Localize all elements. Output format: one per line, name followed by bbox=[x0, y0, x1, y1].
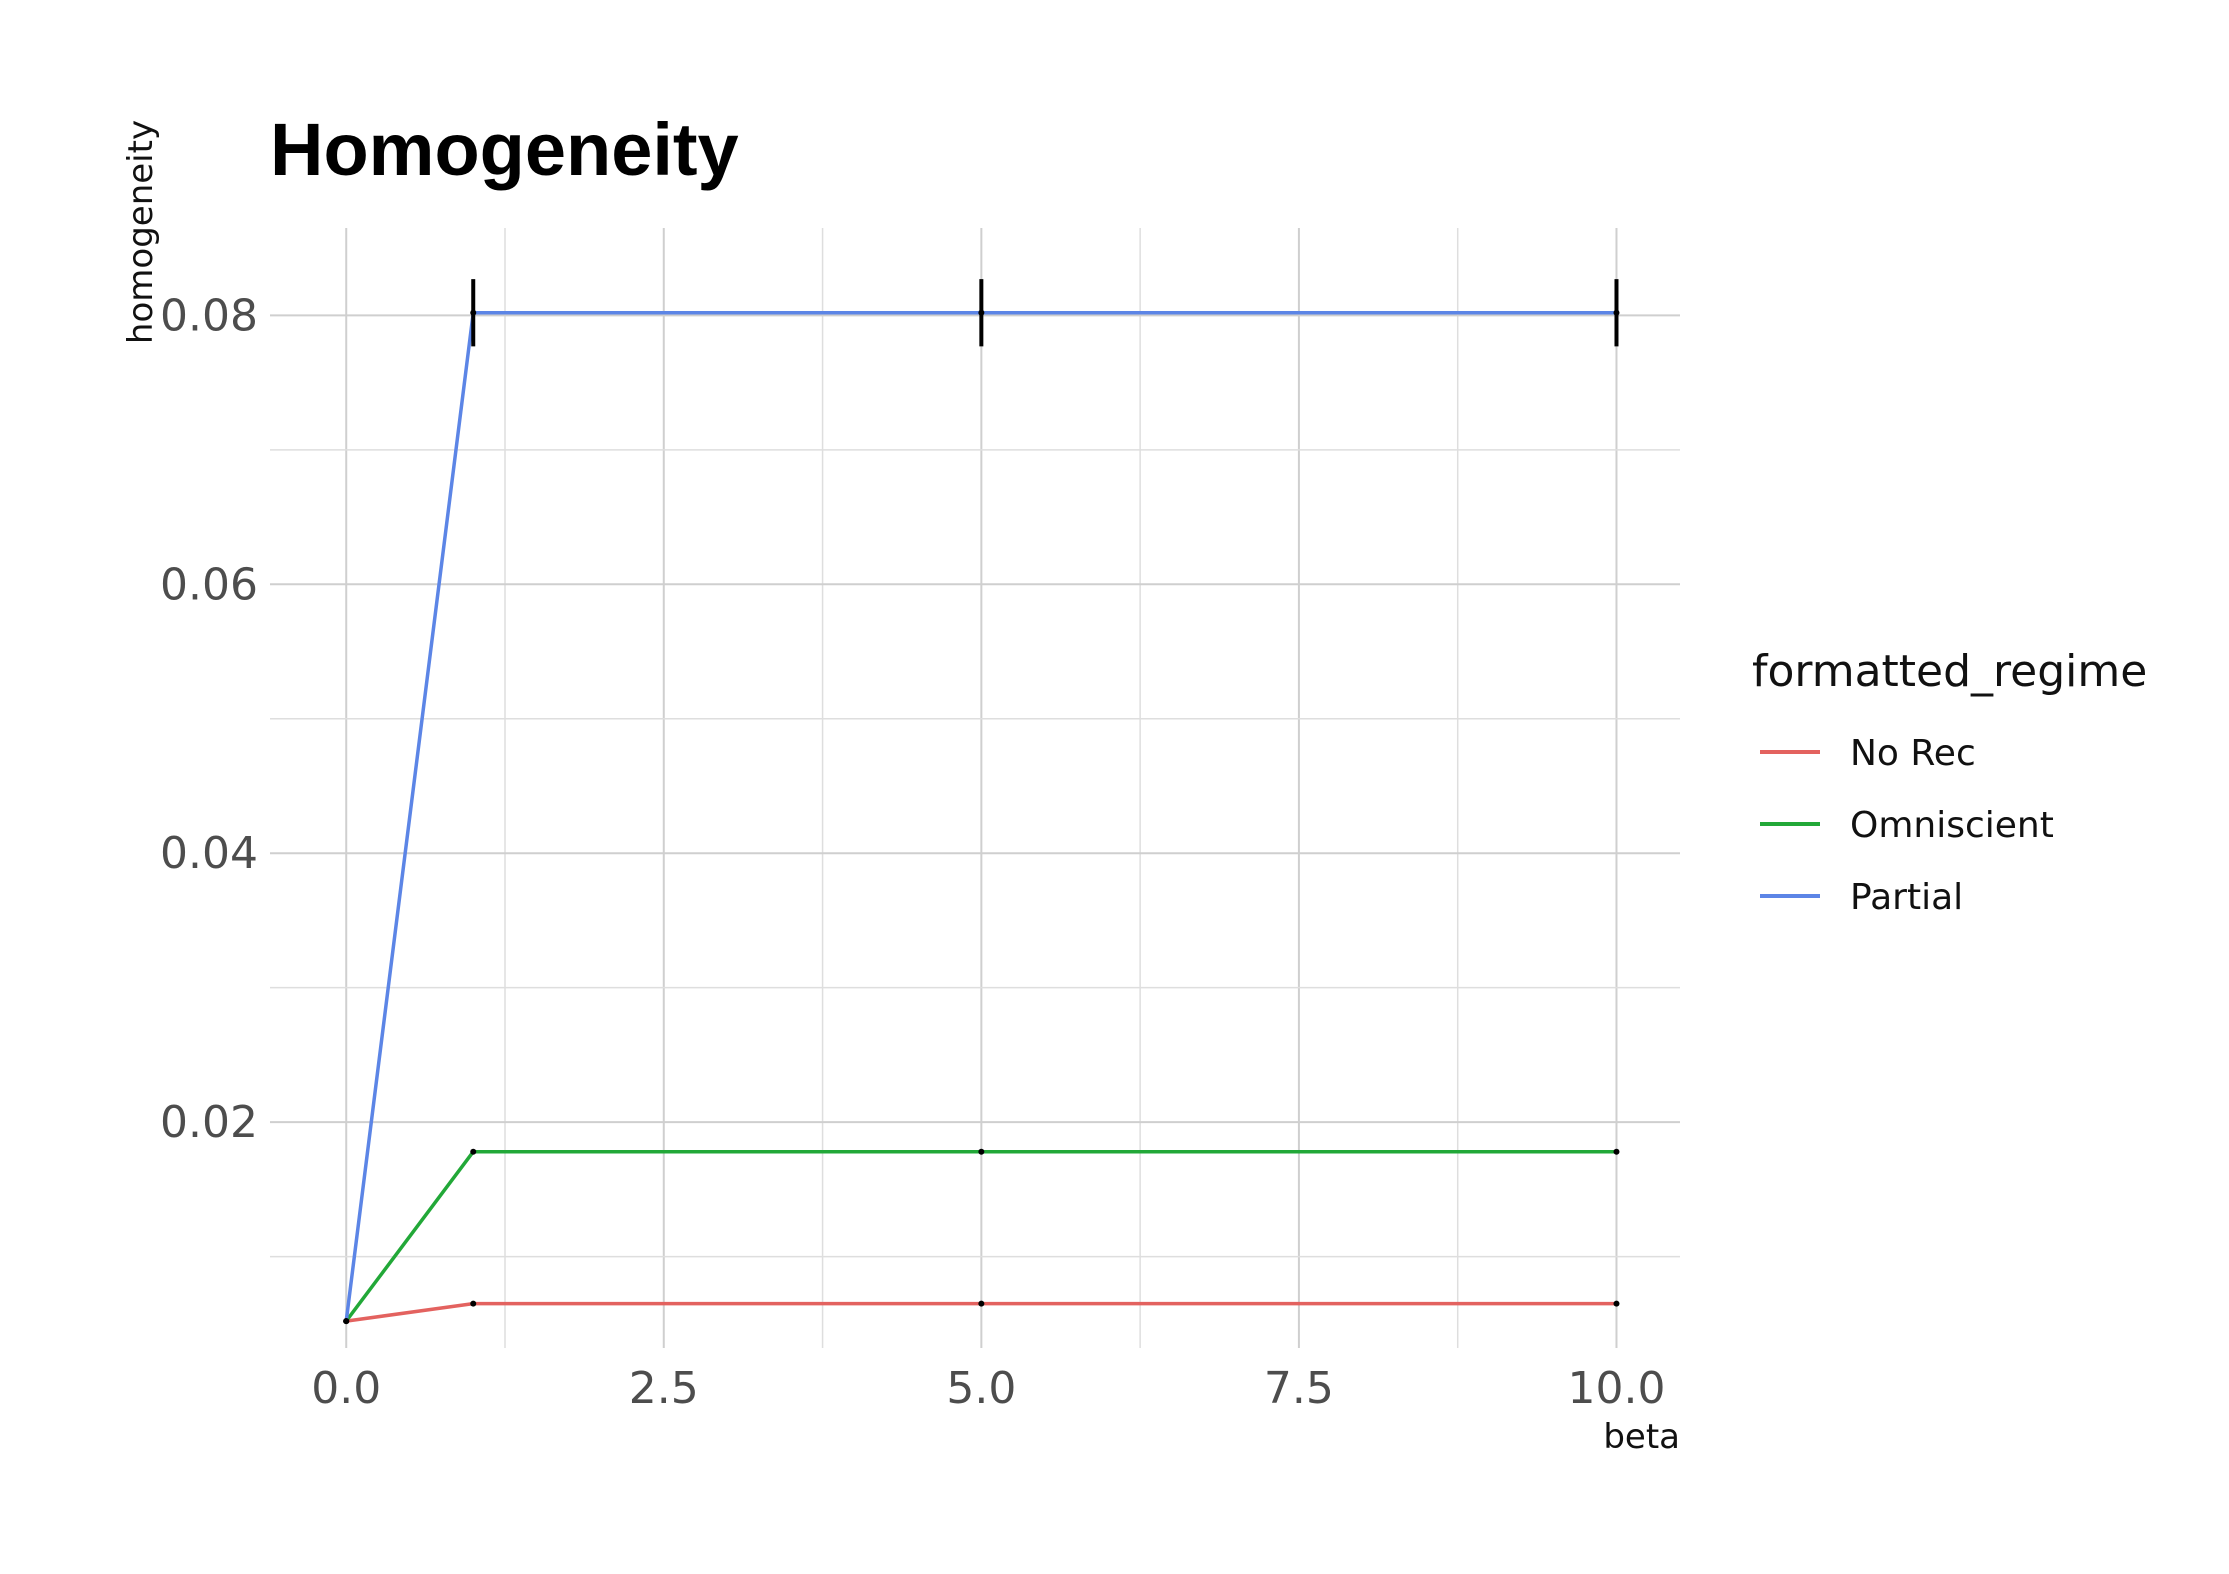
data-point-omniscient bbox=[978, 1148, 985, 1155]
grid bbox=[270, 228, 1680, 1348]
y-tick-label: 0.06 bbox=[160, 559, 258, 610]
series-layer bbox=[344, 310, 1617, 1323]
data-point-omniscient bbox=[1613, 1148, 1620, 1155]
y-tick-label: 0.04 bbox=[160, 828, 258, 879]
x-tick-label: 7.5 bbox=[1264, 1363, 1334, 1414]
x-tick-label: 2.5 bbox=[629, 1363, 699, 1414]
data-point-no-rec bbox=[1613, 1300, 1620, 1307]
legend-label-omniscient: Omniscient bbox=[1850, 805, 2054, 846]
data-point-partial bbox=[978, 309, 985, 316]
y-axis-title: homogeneity bbox=[121, 120, 161, 344]
legend: formatted_regime No Rec Omniscient Partial bbox=[1752, 646, 2147, 918]
legend-label-no-rec: No Rec bbox=[1850, 733, 1976, 774]
legend-title: formatted_regime bbox=[1752, 646, 2147, 697]
data-point-no-rec bbox=[470, 1300, 477, 1307]
x-tick-label: 0.0 bbox=[311, 1363, 381, 1414]
y-tick-label: 0.02 bbox=[160, 1097, 258, 1148]
x-tick-label: 10.0 bbox=[1568, 1363, 1666, 1414]
legend-item-no-rec: No Rec bbox=[1760, 733, 1976, 774]
data-point-partial bbox=[1613, 309, 1620, 316]
legend-label-partial: Partial bbox=[1850, 877, 1963, 918]
legend-items: No Rec Omniscient Partial bbox=[1760, 733, 2054, 918]
x-tick-label: 5.0 bbox=[946, 1363, 1016, 1414]
data-point-partial bbox=[470, 309, 477, 316]
series-line-no-rec bbox=[345, 1301, 1617, 1323]
series-line-omniscient bbox=[344, 1149, 1617, 1323]
y-tick-label: 0.08 bbox=[160, 290, 258, 341]
tick-labels: 0.0 2.5 5.0 7.5 10.0 0.02 0.04 0.06 0.08 bbox=[160, 290, 1665, 1414]
x-axis-title: beta bbox=[1603, 1417, 1680, 1457]
points-layer bbox=[343, 279, 1620, 1325]
data-point-partial bbox=[343, 1318, 350, 1325]
chart-title: Homogeneity bbox=[270, 108, 739, 191]
data-point-omniscient bbox=[470, 1148, 477, 1155]
legend-item-partial: Partial bbox=[1760, 877, 1963, 918]
data-point-no-rec bbox=[978, 1300, 985, 1307]
series-line-partial bbox=[344, 310, 1617, 1322]
legend-item-omniscient: Omniscient bbox=[1760, 805, 2054, 846]
